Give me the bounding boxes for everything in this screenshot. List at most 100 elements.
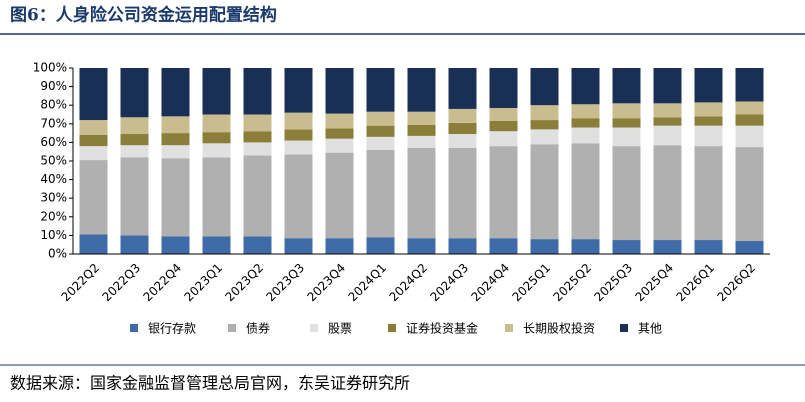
bar-segment (530, 129, 559, 145)
bar-segment (694, 125, 723, 147)
bar-segment (284, 68, 313, 113)
bar-segment (120, 157, 149, 236)
bar-segment (120, 68, 149, 118)
x-tick-label: 2023Q1 (182, 261, 226, 305)
bar-segment (448, 238, 477, 254)
bar-segment (243, 114, 272, 132)
bar-segment (571, 68, 600, 105)
bar-segment (407, 111, 436, 125)
bar-segment (407, 68, 436, 112)
bar-segment (79, 68, 108, 121)
bar-segment (120, 145, 149, 158)
x-tick-label: 2023Q3 (264, 261, 308, 305)
bar-segment (366, 68, 395, 112)
y-tick-label: 50% (40, 154, 67, 168)
bar-segment (571, 104, 600, 119)
bar-segment (571, 118, 600, 128)
legend-swatch (388, 324, 396, 332)
y-tick-label: 20% (40, 209, 67, 223)
bar-segment (407, 135, 436, 148)
y-tick-label: 80% (40, 98, 67, 112)
bar-segment (530, 120, 559, 130)
bar-segment (161, 116, 190, 134)
bar-segment (407, 238, 436, 254)
legend-swatch (310, 324, 318, 332)
bar-segment (448, 122, 477, 135)
bar-segment (325, 113, 354, 129)
source-note: 数据来源：国家金融监督管理总局官网，东吴证券研究所 (10, 374, 410, 393)
bar-segment (612, 118, 641, 128)
bar-segment (325, 128, 354, 139)
bar-segment (243, 131, 272, 143)
bar-segment (366, 136, 395, 150)
legend-label: 其他 (638, 322, 662, 336)
bar-segment (243, 155, 272, 237)
y-tick-label: 70% (40, 116, 67, 130)
bar-segment (735, 125, 764, 148)
bar-segment (366, 111, 395, 126)
bar-segment (612, 127, 641, 147)
bar-segment (735, 68, 764, 102)
y-tick-label: 30% (40, 191, 67, 205)
bar-segment (161, 236, 190, 254)
bar-segment (366, 149, 395, 238)
chart-title: 图6：人身险公司资金运用配置结构 (10, 5, 277, 26)
legend-label: 银行存款 (148, 322, 196, 336)
bar-segment (694, 102, 723, 117)
legend-label: 长期股权投资 (523, 321, 595, 336)
legend-swatch (505, 324, 513, 332)
bar-segment (571, 143, 600, 240)
y-tick-label: 40% (40, 172, 67, 186)
bar-segment (161, 158, 190, 237)
bar-segment (243, 68, 272, 115)
bar-segment (79, 134, 108, 147)
bar-segment (571, 127, 600, 144)
y-tick-label: 10% (40, 228, 67, 242)
bar-segment (489, 146, 518, 239)
bar-segment (161, 145, 190, 159)
bar-segment (489, 107, 518, 122)
bar-segment (325, 152, 354, 239)
x-tick-label: 2024Q2 (387, 261, 431, 305)
x-tick-label: 2022Q4 (141, 261, 185, 305)
bar-segment (530, 239, 559, 254)
bar-segment (735, 101, 764, 115)
bar-segment (694, 68, 723, 103)
bar-segment (448, 134, 477, 148)
bar-segment (202, 143, 231, 158)
bar-segment (735, 240, 764, 254)
y-tick-label: 100% (33, 61, 67, 75)
bar-segment (79, 146, 108, 161)
bar-segment (284, 112, 313, 130)
bar-segment (530, 68, 559, 106)
bar-segment (530, 105, 559, 121)
bar-segment (735, 114, 764, 126)
bar-segment (325, 238, 354, 254)
bar-segment (653, 240, 682, 254)
bar-segment (694, 240, 723, 254)
x-tick-label: 2023Q2 (223, 261, 267, 305)
bar-segment (120, 235, 149, 254)
x-tick-label: 2025Q2 (551, 261, 595, 305)
legend-label: 股票 (328, 322, 352, 336)
bar-segment (202, 114, 231, 133)
bar-segment (407, 147, 436, 239)
bar-segment (448, 68, 477, 109)
legend-swatch (130, 324, 138, 332)
x-tick-label: 2025Q1 (510, 261, 554, 305)
x-tick-label: 2024Q4 (469, 261, 513, 305)
x-tick-label: 2024Q1 (346, 261, 390, 305)
bar-segment (202, 68, 231, 115)
y-tick-label: 90% (40, 79, 67, 93)
legend-swatch (620, 324, 628, 332)
bar-segment (489, 121, 518, 132)
bar-segment (202, 157, 231, 237)
bar-segment (612, 146, 641, 241)
bar-segment (653, 117, 682, 126)
x-tick-label: 2025Q3 (592, 261, 636, 305)
legend-label: 债券 (246, 321, 270, 336)
bar-segment (325, 68, 354, 114)
bar-segment (612, 240, 641, 254)
bar-segment (694, 116, 723, 126)
bar-segment (79, 160, 108, 235)
